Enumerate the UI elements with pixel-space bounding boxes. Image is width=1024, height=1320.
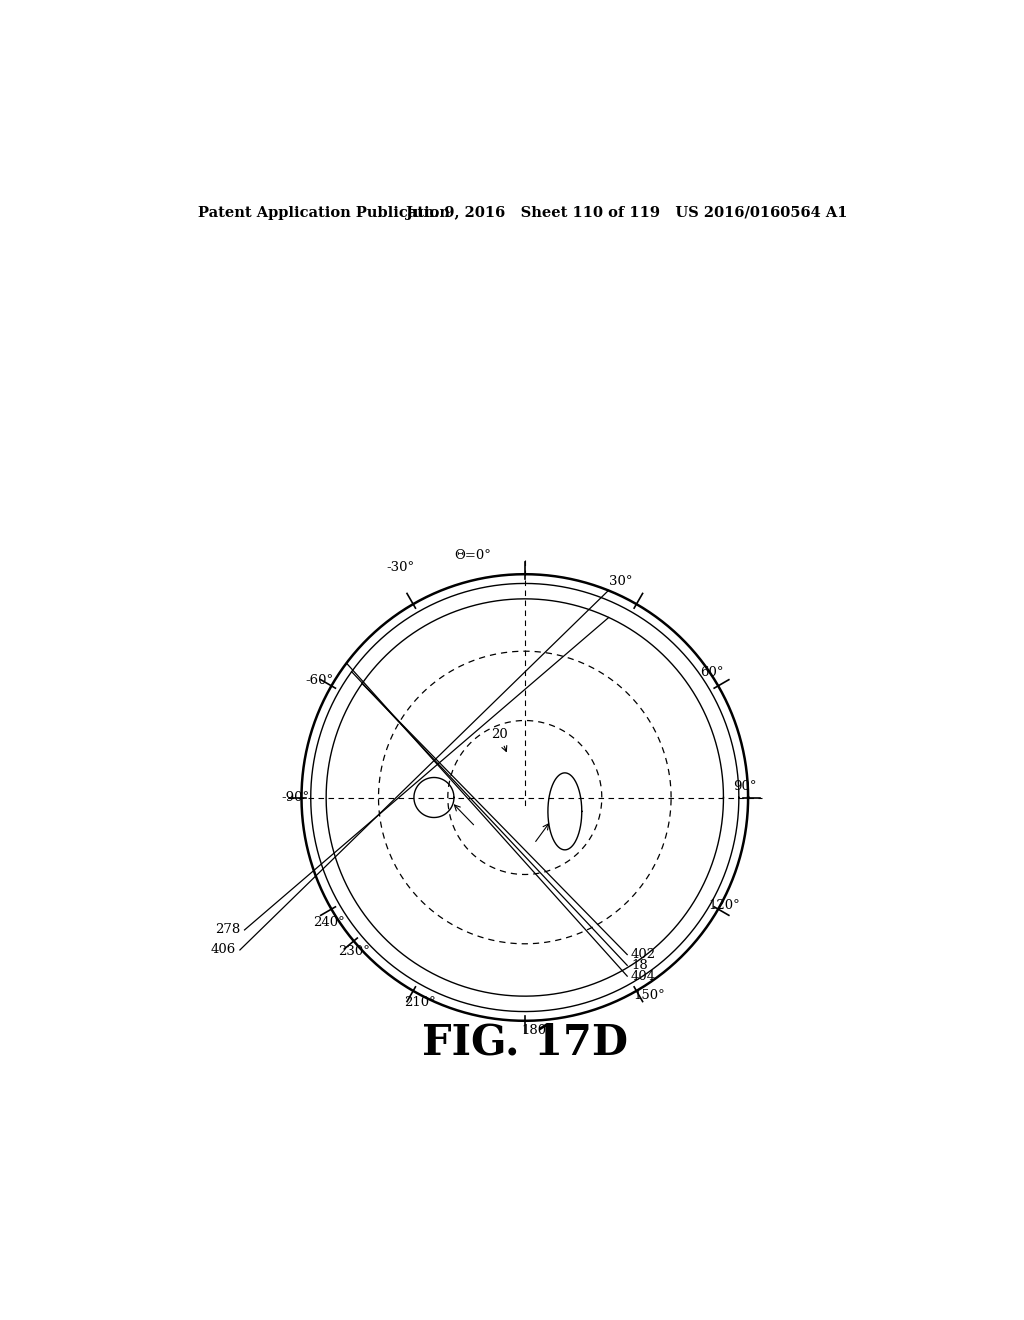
- Text: 18: 18: [631, 958, 648, 972]
- Text: 150°: 150°: [634, 989, 666, 1002]
- Text: 120°: 120°: [708, 899, 739, 912]
- Text: 230°: 230°: [338, 945, 370, 958]
- Text: 402: 402: [631, 948, 656, 961]
- Text: Patent Application Publication: Patent Application Publication: [199, 206, 451, 220]
- Text: 20: 20: [490, 727, 508, 751]
- Text: 90°: 90°: [733, 780, 757, 793]
- Text: 30°: 30°: [608, 576, 632, 587]
- Text: 60°: 60°: [699, 667, 723, 680]
- Text: 278: 278: [215, 924, 241, 936]
- Text: Jun. 9, 2016   Sheet 110 of 119   US 2016/0160564 A1: Jun. 9, 2016 Sheet 110 of 119 US 2016/01…: [407, 206, 848, 220]
- Text: 210°: 210°: [404, 997, 436, 1010]
- Text: FIG. 17D: FIG. 17D: [422, 1022, 628, 1064]
- Text: 180°: 180°: [521, 1023, 553, 1036]
- Text: -60°: -60°: [305, 675, 334, 686]
- Text: 404: 404: [631, 970, 656, 982]
- Text: -90°: -90°: [282, 791, 309, 804]
- Text: 406: 406: [211, 944, 237, 957]
- Text: -30°: -30°: [386, 561, 414, 574]
- Text: 240°: 240°: [313, 916, 345, 929]
- Text: Θ=0°: Θ=0°: [454, 549, 490, 562]
